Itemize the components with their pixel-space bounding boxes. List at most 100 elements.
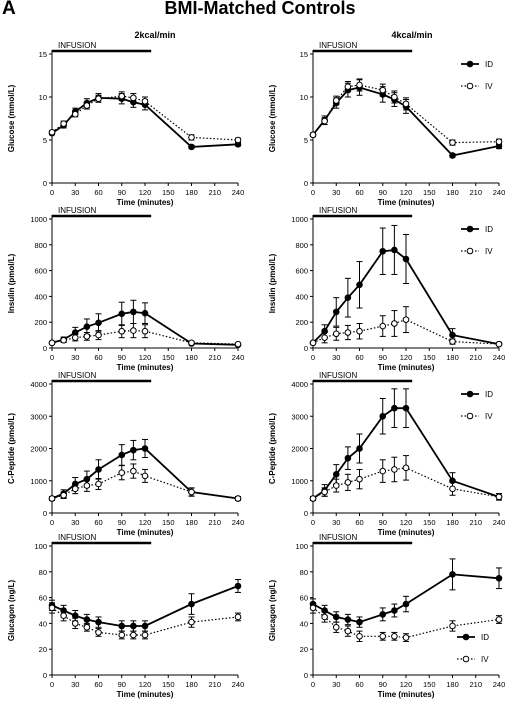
- data-point: [71, 334, 79, 341]
- data-point: [332, 623, 340, 631]
- x-tick-label: 180: [185, 518, 198, 527]
- series-line: [312, 573, 500, 624]
- data-point: [118, 327, 126, 335]
- legend-label: ID: [485, 390, 493, 399]
- series-iv: [48, 322, 242, 348]
- x-tick-label: 210: [469, 518, 482, 527]
- data-point: [449, 485, 456, 493]
- x-tick-label: 240: [493, 353, 506, 362]
- x-axis-label: Time (minutes): [378, 198, 435, 207]
- data-point: [391, 404, 398, 412]
- series-iv: [48, 602, 242, 640]
- infusion-label: INFUSION: [319, 41, 357, 50]
- x-tick-label: 180: [446, 188, 459, 197]
- series-id: [309, 558, 503, 628]
- x-tick-label: 240: [493, 518, 506, 527]
- y-tick-label: 1000: [30, 215, 47, 224]
- x-tick-label: 90: [379, 353, 387, 362]
- x-tick-label: 30: [71, 518, 79, 527]
- infusion-label: INFUSION: [58, 533, 96, 542]
- chart-7: 0 30 60 90 120 150 180 210 240 Time (minutes) 0 20 4…: [268, 533, 505, 699]
- legend-marker: [466, 82, 474, 90]
- x-tick-label: 90: [118, 188, 126, 197]
- data-point: [309, 131, 317, 139]
- data-point: [118, 451, 126, 459]
- data-point: [321, 488, 328, 496]
- data-point: [234, 613, 242, 621]
- data-point: [95, 618, 102, 626]
- series-line: [51, 310, 239, 346]
- infusion-label: INFUSION: [58, 41, 96, 50]
- y-tick-label: 5: [304, 136, 308, 145]
- legend-marker: [462, 655, 470, 663]
- x-tick-label: 30: [332, 188, 340, 197]
- data-point: [60, 120, 67, 127]
- data-point: [71, 620, 79, 627]
- y-tick-label: 100: [34, 542, 47, 551]
- data-point: [234, 495, 242, 502]
- x-tick-label: 150: [162, 353, 175, 362]
- data-point: [332, 471, 340, 478]
- series-iv: [309, 78, 503, 146]
- data-point: [309, 604, 317, 612]
- data-point: [118, 469, 126, 476]
- data-point: [130, 94, 137, 102]
- series-id: [309, 79, 503, 159]
- data-point: [95, 629, 102, 636]
- data-point: [379, 633, 387, 640]
- chart-3: 0 30 60 90 120 150 180 210 240 Time (minutes) 0 200…: [268, 206, 505, 372]
- infusion-label: INFUSION: [58, 371, 96, 380]
- data-point: [83, 616, 91, 623]
- x-tick-label: 30: [332, 680, 340, 689]
- data-point: [344, 83, 352, 90]
- data-point: [344, 454, 352, 462]
- x-tick-label: 150: [423, 518, 436, 527]
- data-point: [402, 316, 410, 323]
- figure-title: BMI-Matched Controls: [164, 0, 356, 18]
- x-tick-label: 90: [118, 680, 126, 689]
- data-point: [391, 320, 398, 327]
- x-tick-label: 240: [232, 188, 245, 197]
- x-tick-label: 210: [208, 353, 221, 362]
- x-tick-label: 240: [232, 680, 245, 689]
- x-axis-label: Time (minutes): [117, 363, 174, 372]
- x-tick-label: 150: [162, 518, 175, 527]
- legend-label: IV: [481, 655, 489, 664]
- x-tick-label: 60: [94, 188, 102, 197]
- y-axis-label: Insulin (pmol/L): [7, 253, 16, 313]
- column-header-2kcal: 2kcal/min: [134, 30, 176, 40]
- panel-letter: A: [2, 0, 16, 19]
- infusion-label: INFUSION: [319, 533, 357, 542]
- series-iv: [48, 463, 242, 502]
- x-tick-label: 30: [71, 680, 79, 689]
- y-tick-label: 3000: [291, 412, 308, 421]
- chart-4: 0 30 60 90 120 150 180 210 240 Time (minutes) 0 100…: [7, 371, 244, 537]
- data-point: [332, 97, 340, 104]
- x-tick-label: 240: [232, 518, 245, 527]
- y-tick-label: 0: [43, 509, 47, 518]
- x-tick-label: 240: [493, 680, 506, 689]
- data-point: [83, 102, 91, 109]
- legend-label: ID: [481, 633, 489, 642]
- y-tick-label: 1000: [30, 477, 47, 486]
- data-point: [449, 338, 456, 345]
- legend-label: ID: [485, 60, 493, 69]
- data-point: [449, 571, 456, 578]
- x-axis-label: Time (minutes): [117, 528, 174, 537]
- data-point: [83, 482, 91, 489]
- y-tick-label: 10: [39, 93, 47, 102]
- y-tick-label: 60: [39, 594, 47, 603]
- x-tick-label: 0: [311, 188, 315, 197]
- data-point: [321, 117, 328, 125]
- y-tick-label: 60: [300, 594, 308, 603]
- data-point: [449, 622, 456, 630]
- y-tick-label: 200: [295, 318, 308, 327]
- series-iv: [48, 91, 242, 144]
- data-point: [130, 622, 137, 630]
- data-point: [379, 86, 387, 94]
- y-tick-label: 400: [295, 292, 308, 301]
- y-tick-label: 800: [295, 241, 308, 250]
- x-tick-label: 150: [423, 353, 436, 362]
- y-tick-label: 200: [34, 318, 47, 327]
- y-tick-label: 400: [34, 292, 47, 301]
